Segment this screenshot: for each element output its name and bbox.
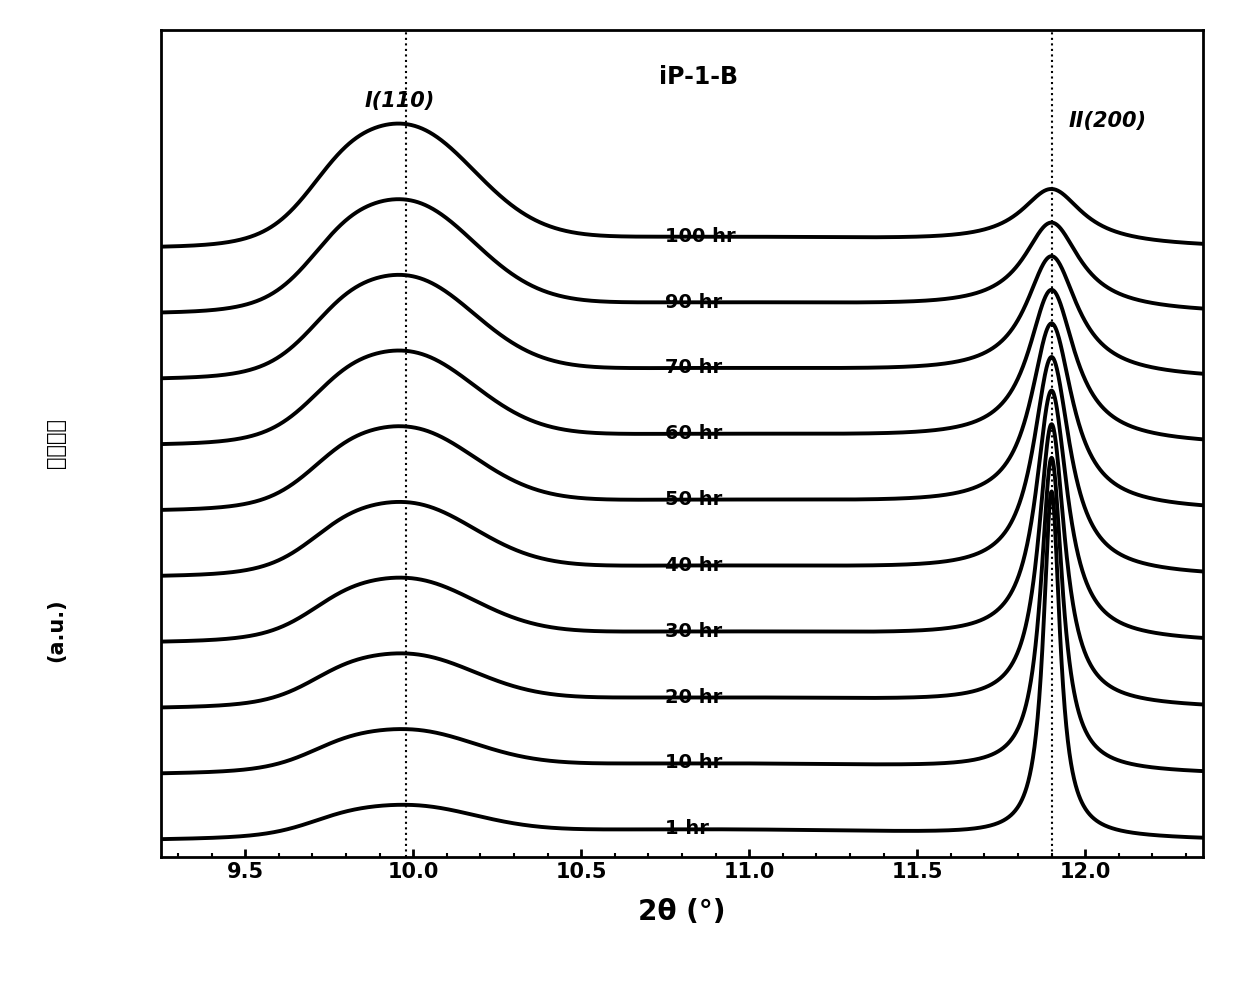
Text: 50 hr: 50 hr [665,491,723,509]
Text: 10 hr: 10 hr [665,754,723,772]
Text: 40 hr: 40 hr [665,556,723,575]
Text: I(110): I(110) [365,91,435,111]
Text: 90 hr: 90 hr [665,293,723,311]
Text: 70 hr: 70 hr [665,359,723,377]
Text: (a.u.): (a.u.) [46,599,66,662]
Text: 20 hr: 20 hr [665,688,723,706]
Text: II(200): II(200) [1069,111,1147,131]
Text: 100 hr: 100 hr [665,227,735,246]
Text: 衍射强度: 衍射强度 [46,419,66,468]
Text: 1 hr: 1 hr [665,820,709,838]
Text: 30 hr: 30 hr [665,622,723,640]
X-axis label: 2θ (°): 2θ (°) [639,898,725,927]
Text: iP-1-B: iP-1-B [660,65,738,89]
Text: 60 hr: 60 hr [665,425,723,443]
